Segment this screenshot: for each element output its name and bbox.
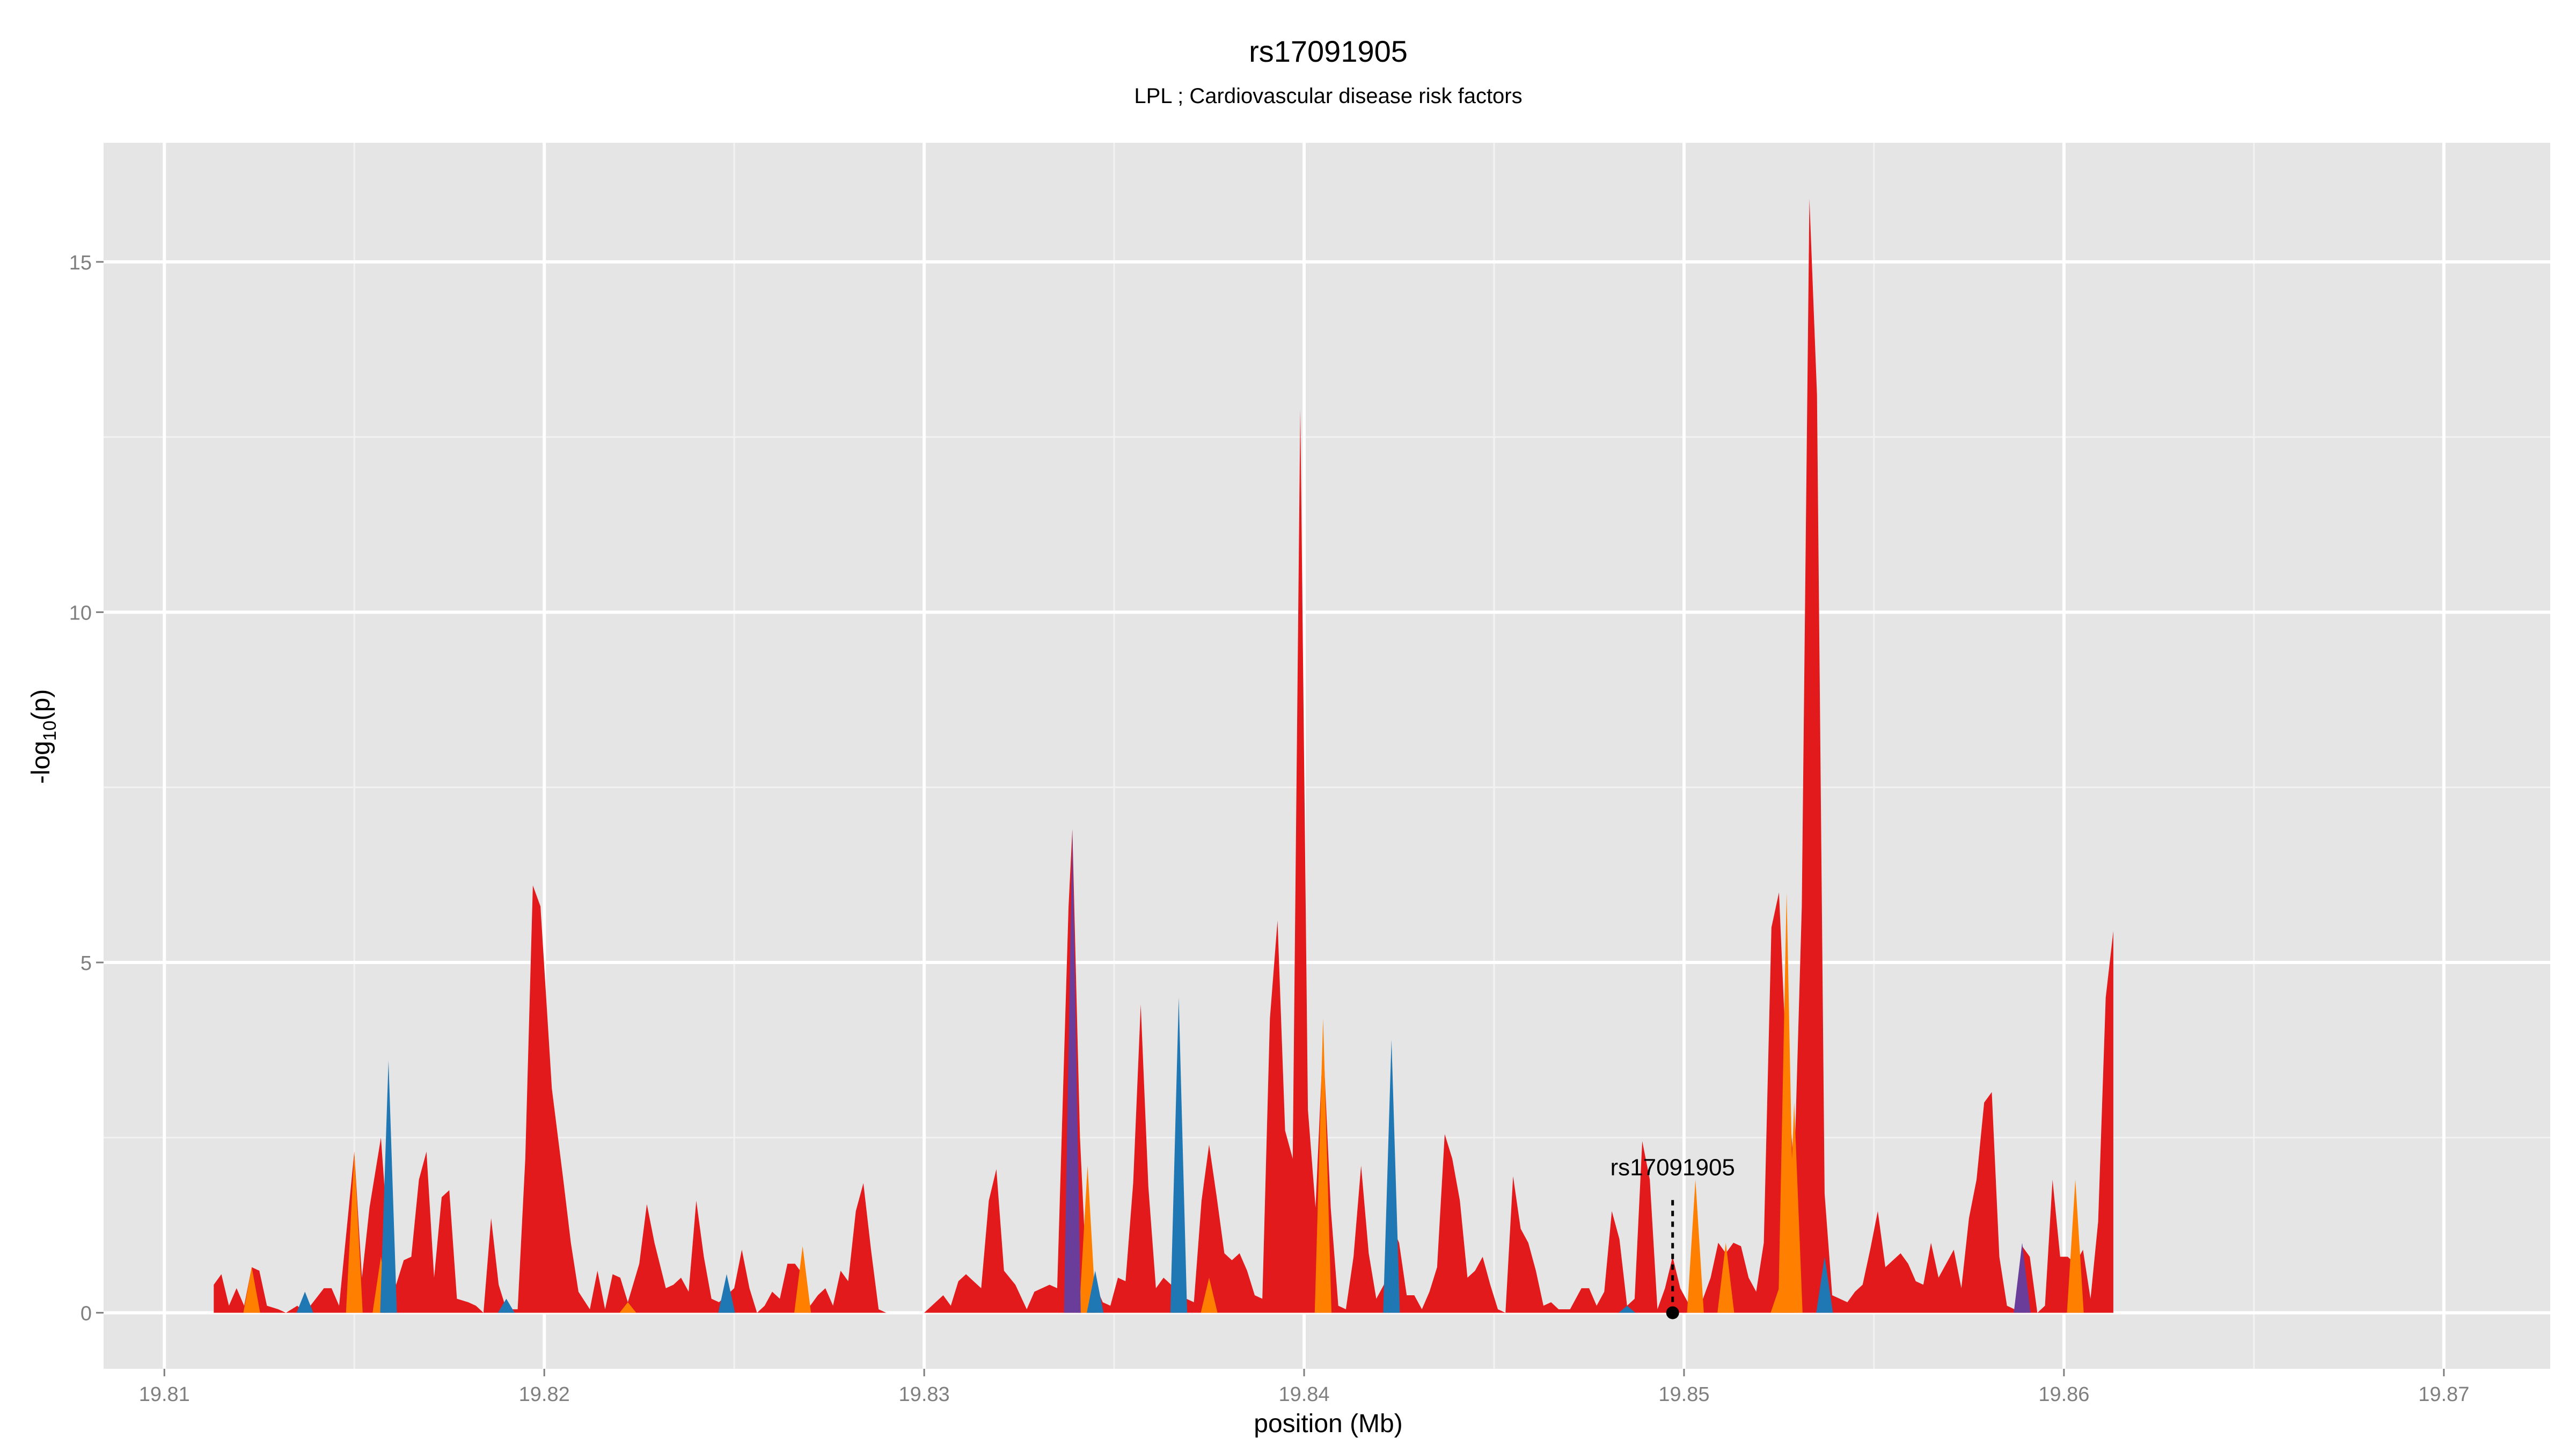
spike-blue [1087, 1271, 1104, 1313]
y-axis-label-prefix: -log [27, 741, 55, 784]
chart-title: rs17091905 [1249, 34, 1408, 68]
spike-blue [1619, 1305, 1636, 1313]
annotation-label: rs17091905 [1610, 1155, 1735, 1181]
spike-blue [296, 1292, 313, 1313]
spike-blue [380, 1060, 397, 1313]
spike-orange [1079, 1165, 1096, 1313]
x-tick-label: 19.81 [139, 1383, 190, 1406]
spike-orange [243, 1267, 260, 1313]
spike-orange [1687, 1179, 1704, 1313]
chart-subtitle: LPL ; Cardiovascular disease risk factor… [1134, 84, 1522, 108]
y-axis-label-suffix: (p) [27, 689, 55, 721]
y-axis-label: -log10(p) [27, 689, 60, 784]
annotation-point [1666, 1306, 1679, 1319]
spike-orange [1314, 1018, 1331, 1313]
spike-orange [1201, 1278, 1218, 1313]
spike-orange [619, 1302, 636, 1313]
x-tick-label: 19.87 [2418, 1383, 2469, 1406]
x-tick-label: 19.82 [519, 1383, 570, 1406]
spike-orange [1717, 1243, 1735, 1313]
y-tick-label: 15 [69, 252, 92, 274]
spike-orange [346, 1151, 363, 1313]
x-tick-label: 19.83 [899, 1383, 950, 1406]
spike-blue [1816, 1257, 1833, 1313]
x-tick-label: 19.85 [1658, 1383, 1709, 1406]
spike-blue [718, 1274, 735, 1313]
x-tick-label: 19.86 [2038, 1383, 2089, 1406]
spike-orange [794, 1246, 811, 1313]
x-tick-label: 19.84 [1278, 1383, 1329, 1406]
spike-purple [1064, 829, 1081, 1313]
y-axis-label-sub: 10 [40, 720, 60, 741]
y-tick-label: 10 [69, 602, 92, 624]
spike-orange [2067, 1179, 2084, 1313]
y-tick-label: 0 [80, 1303, 92, 1325]
y-tick-label: 5 [80, 952, 92, 975]
spike-blue [1383, 1039, 1400, 1313]
spike-blue [497, 1298, 515, 1313]
spike-blue [1170, 997, 1187, 1313]
spike-orange [1785, 1103, 1803, 1313]
x-axis-label: position (Mb) [1254, 1410, 1402, 1438]
spike-purple [2014, 1243, 2031, 1313]
